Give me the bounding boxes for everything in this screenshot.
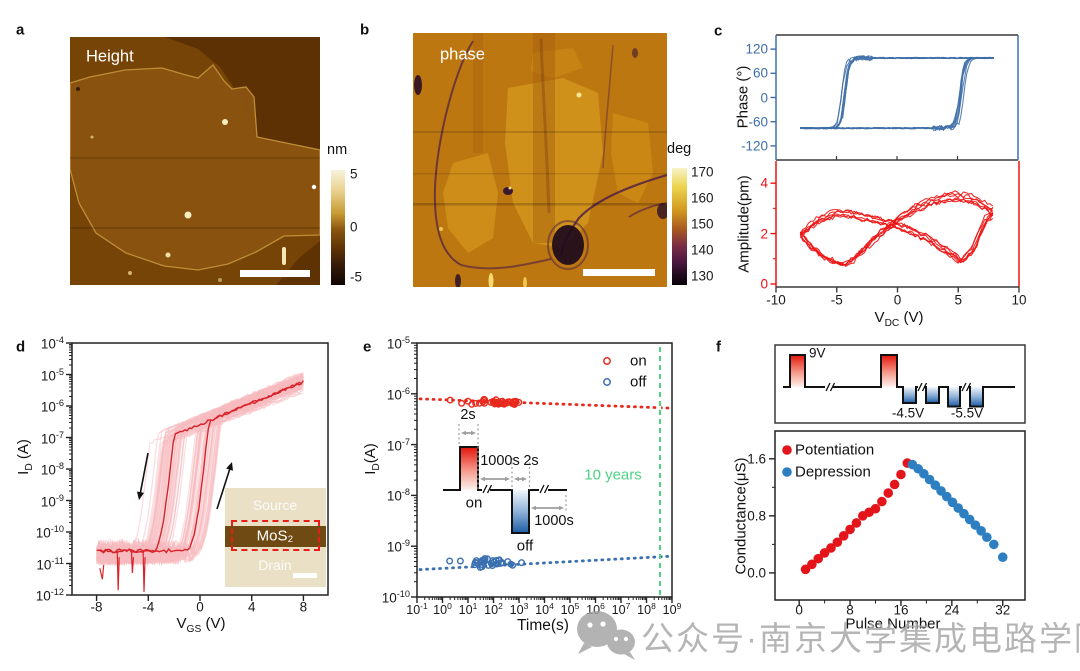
- scale-bar: [293, 573, 317, 578]
- colorbar-tick: 130: [691, 268, 714, 284]
- inset-drain-label: Drain: [258, 557, 292, 573]
- scale-bar: [240, 270, 310, 277]
- inset-source-label: Source: [252, 497, 298, 513]
- afm-height-art: [70, 37, 320, 285]
- height-colorbar: [331, 170, 345, 285]
- inset-mos2-label: MoS₂: [256, 527, 294, 545]
- colorbar-tick: 170: [691, 164, 714, 180]
- device-optical-inset: Source MoS₂ Drain: [225, 488, 326, 587]
- colorbar-tick: -5: [350, 269, 363, 285]
- phase-colorbar-unit: deg: [667, 141, 692, 157]
- colorbar-tick: 0: [350, 219, 358, 235]
- colorbar-tick: 160: [691, 190, 714, 206]
- afm-height-image: [70, 37, 320, 285]
- phase-image-tag: phase: [440, 45, 485, 64]
- afm-phase-image: [413, 33, 667, 287]
- height-colorbar-unit: nm: [327, 142, 348, 158]
- colorbar-tick: 5: [350, 166, 358, 182]
- colorbar-tick: 140: [691, 242, 714, 258]
- height-image-tag: Height: [86, 47, 134, 66]
- mos2-channel-stripe: [225, 526, 326, 547]
- channel-dashed-outline: [231, 520, 320, 551]
- scale-bar: [583, 269, 655, 276]
- phase-colorbar: [672, 168, 687, 285]
- afm-phase-art: [413, 33, 667, 287]
- colorbar-tick: 150: [691, 216, 714, 232]
